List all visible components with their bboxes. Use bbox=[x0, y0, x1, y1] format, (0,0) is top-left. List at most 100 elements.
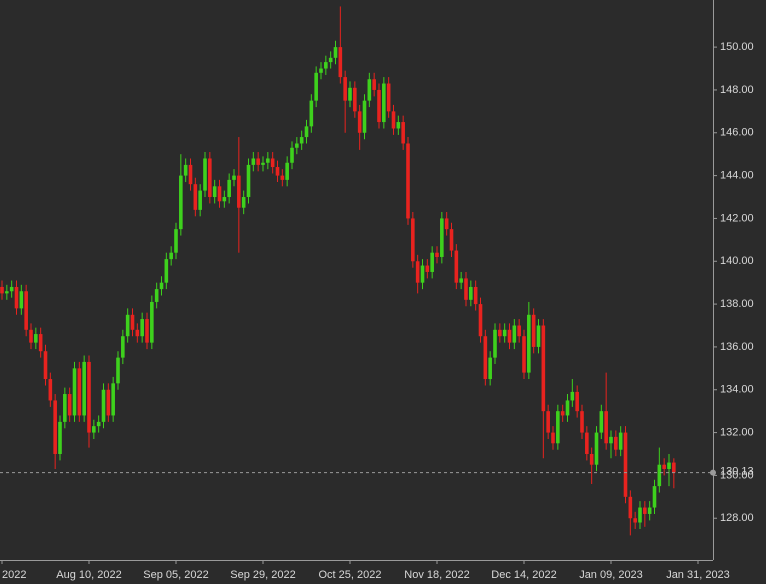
candle-body bbox=[386, 83, 391, 112]
candle-body bbox=[48, 379, 53, 401]
candle-body bbox=[101, 389, 106, 422]
y-tick-label: 144.00 bbox=[720, 170, 754, 182]
candle-body bbox=[575, 391, 579, 412]
candle-body bbox=[507, 329, 512, 343]
candle-body bbox=[314, 72, 318, 101]
candle-body bbox=[377, 89, 381, 123]
candle-body bbox=[82, 361, 86, 416]
candle-body bbox=[483, 336, 488, 380]
candle-body bbox=[14, 286, 19, 309]
candle-body bbox=[193, 184, 198, 210]
candle-body bbox=[440, 218, 444, 257]
candle-body bbox=[299, 137, 304, 144]
candle-body bbox=[164, 259, 169, 283]
candle-body bbox=[140, 319, 144, 337]
y-tick-label: 134.00 bbox=[720, 384, 754, 396]
candle-body bbox=[638, 507, 642, 523]
candle-body bbox=[24, 291, 28, 330]
y-tick-label: 138.00 bbox=[720, 298, 754, 310]
candle-body bbox=[285, 162, 289, 180]
candle-body bbox=[72, 368, 77, 416]
candle-body bbox=[643, 507, 647, 514]
candle-body bbox=[425, 265, 430, 272]
candle-body bbox=[266, 158, 270, 163]
candle-body bbox=[536, 325, 541, 347]
candle-body bbox=[169, 252, 173, 260]
candle-body bbox=[473, 286, 478, 305]
candle-body bbox=[150, 301, 154, 343]
candle-body bbox=[444, 218, 449, 230]
candle-body bbox=[43, 351, 48, 380]
candle-body bbox=[478, 304, 483, 337]
candle-body bbox=[19, 291, 24, 309]
x-tick-label: 2022 bbox=[2, 569, 26, 581]
candle-body bbox=[382, 83, 386, 123]
candle-body bbox=[362, 100, 367, 133]
candle-body bbox=[556, 411, 560, 444]
last-price-label: 130.13 bbox=[720, 466, 754, 478]
candle-body bbox=[647, 507, 652, 514]
y-tick-label: 140.00 bbox=[720, 255, 754, 267]
candle-body bbox=[459, 278, 463, 283]
candle-body bbox=[580, 411, 584, 433]
candle-body bbox=[512, 325, 517, 343]
candle-body bbox=[232, 175, 236, 180]
candle-body bbox=[261, 162, 265, 165]
candle-body bbox=[570, 391, 575, 401]
candle-body bbox=[618, 432, 623, 450]
candle-body bbox=[53, 400, 57, 454]
candle-body bbox=[222, 197, 227, 202]
candle-body bbox=[498, 329, 502, 337]
candle-body bbox=[241, 197, 246, 208]
candle-body bbox=[652, 486, 657, 508]
candle-body bbox=[502, 329, 507, 337]
candle-body bbox=[541, 325, 546, 412]
x-tick-label: Nov 18, 2022 bbox=[404, 569, 469, 581]
candle-body bbox=[599, 411, 604, 433]
x-tick-label: Aug 10, 2022 bbox=[56, 569, 121, 581]
candle-body bbox=[560, 411, 565, 416]
candle-body bbox=[92, 426, 96, 433]
candle-body bbox=[251, 158, 256, 165]
candle-body bbox=[217, 186, 222, 202]
candle-body bbox=[551, 432, 555, 444]
candle-body bbox=[353, 87, 357, 112]
candle-body bbox=[565, 400, 570, 416]
y-tick-label: 142.00 bbox=[720, 212, 754, 224]
candle-body bbox=[333, 47, 338, 58]
candle-body bbox=[295, 143, 299, 148]
candle-body bbox=[38, 334, 43, 352]
candle-body bbox=[672, 462, 676, 473]
candle-body bbox=[594, 432, 599, 465]
candle-body bbox=[130, 314, 135, 330]
x-tick-label: Jan 09, 2023 bbox=[579, 569, 643, 581]
y-tick-label: 136.00 bbox=[720, 341, 754, 353]
candle-body bbox=[0, 286, 4, 294]
x-tick-label: Jan 31, 2023 bbox=[666, 569, 730, 581]
candle-body bbox=[116, 357, 120, 384]
candle-body bbox=[237, 175, 241, 208]
candle-body bbox=[227, 179, 231, 198]
candle-body bbox=[348, 87, 352, 101]
candle-body bbox=[212, 186, 217, 198]
candle-body bbox=[667, 462, 671, 469]
y-tick-label: 150.00 bbox=[720, 41, 754, 53]
candle-body bbox=[63, 394, 67, 422]
candle-body bbox=[401, 122, 405, 144]
candle-body bbox=[304, 126, 309, 138]
candle-body bbox=[406, 143, 410, 219]
candle-body bbox=[96, 421, 101, 427]
candle-body bbox=[159, 282, 164, 290]
candle-body bbox=[87, 361, 91, 433]
candle-body bbox=[609, 436, 613, 444]
candle-body bbox=[29, 329, 33, 343]
candle-body bbox=[522, 336, 526, 373]
candle-body bbox=[324, 62, 328, 69]
candle-body bbox=[270, 158, 275, 168]
candle-body bbox=[179, 175, 183, 230]
candle-body bbox=[589, 453, 594, 465]
x-tick-label: Dec 14, 2022 bbox=[491, 569, 556, 581]
candle-body bbox=[121, 336, 125, 358]
candle-body bbox=[106, 389, 111, 416]
